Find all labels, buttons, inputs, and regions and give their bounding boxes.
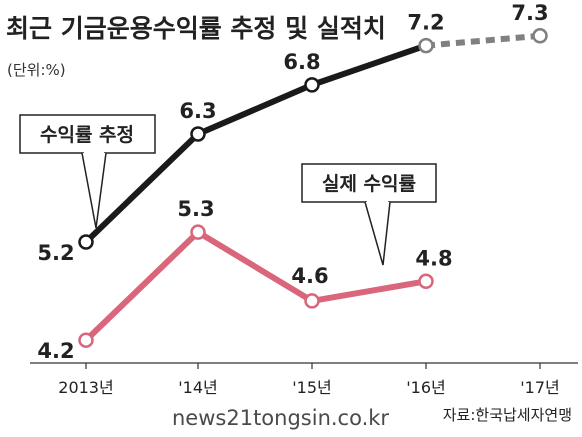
series-lines (83, 32, 541, 344)
data-label: 7.2 (407, 11, 444, 35)
data-label: 4.8 (415, 246, 452, 270)
callout-actual-pointer (364, 201, 391, 266)
callout-actual-text: 실제 수익률 (322, 173, 416, 195)
data-label: 5.3 (177, 197, 214, 221)
x-tick-label: '17년 (520, 378, 559, 397)
data-label: 6.8 (283, 50, 320, 74)
data-point (78, 234, 94, 250)
callout-estimate-pointer (81, 152, 107, 229)
x-tick-label: 2013년 (58, 378, 113, 397)
series-line (83, 229, 429, 344)
chart-title: 최근 기금운용수익률 추정 및 실적치 (6, 14, 386, 43)
data-point (78, 332, 94, 348)
x-tick-label: '15년 (292, 378, 331, 397)
data-label: 4.6 (291, 264, 328, 288)
callout-estimate-text: 수익률 추정 (40, 124, 134, 146)
x-tick-label: '16년 (406, 378, 445, 397)
data-point (190, 224, 206, 240)
callout-estimate: 수익률 추정 (19, 114, 156, 229)
data-label: 5.2 (37, 241, 74, 265)
source-label: 자료:한국납세자연맹 (443, 406, 572, 424)
data-labels: 5.2 6.3 6.8 7.2 7.3 4.2 5.3 4.6 4.8 (37, 1, 548, 363)
data-label: 7.3 (511, 1, 548, 25)
callout-estimate-box (19, 114, 156, 154)
data-point (304, 293, 320, 309)
watermark-text: news21tongsin.co.kr (172, 406, 389, 430)
data-label: 4.2 (37, 339, 74, 363)
x-axis-ticks: 2013년 '14년 '15년 '16년 '17년 (58, 363, 560, 397)
series-line (83, 42, 429, 245)
callout-actual: 실제 수익률 (301, 163, 437, 266)
x-tick-label: '14년 (178, 378, 217, 397)
data-point (418, 273, 434, 290)
data-point (304, 77, 320, 93)
unit-label: (단위:%) (7, 61, 66, 79)
data-point (190, 126, 206, 142)
data-point (418, 37, 434, 54)
series-line-projected (425, 32, 541, 49)
data-point (532, 28, 548, 44)
series-markers (78, 28, 548, 348)
data-label: 6.3 (179, 99, 216, 123)
